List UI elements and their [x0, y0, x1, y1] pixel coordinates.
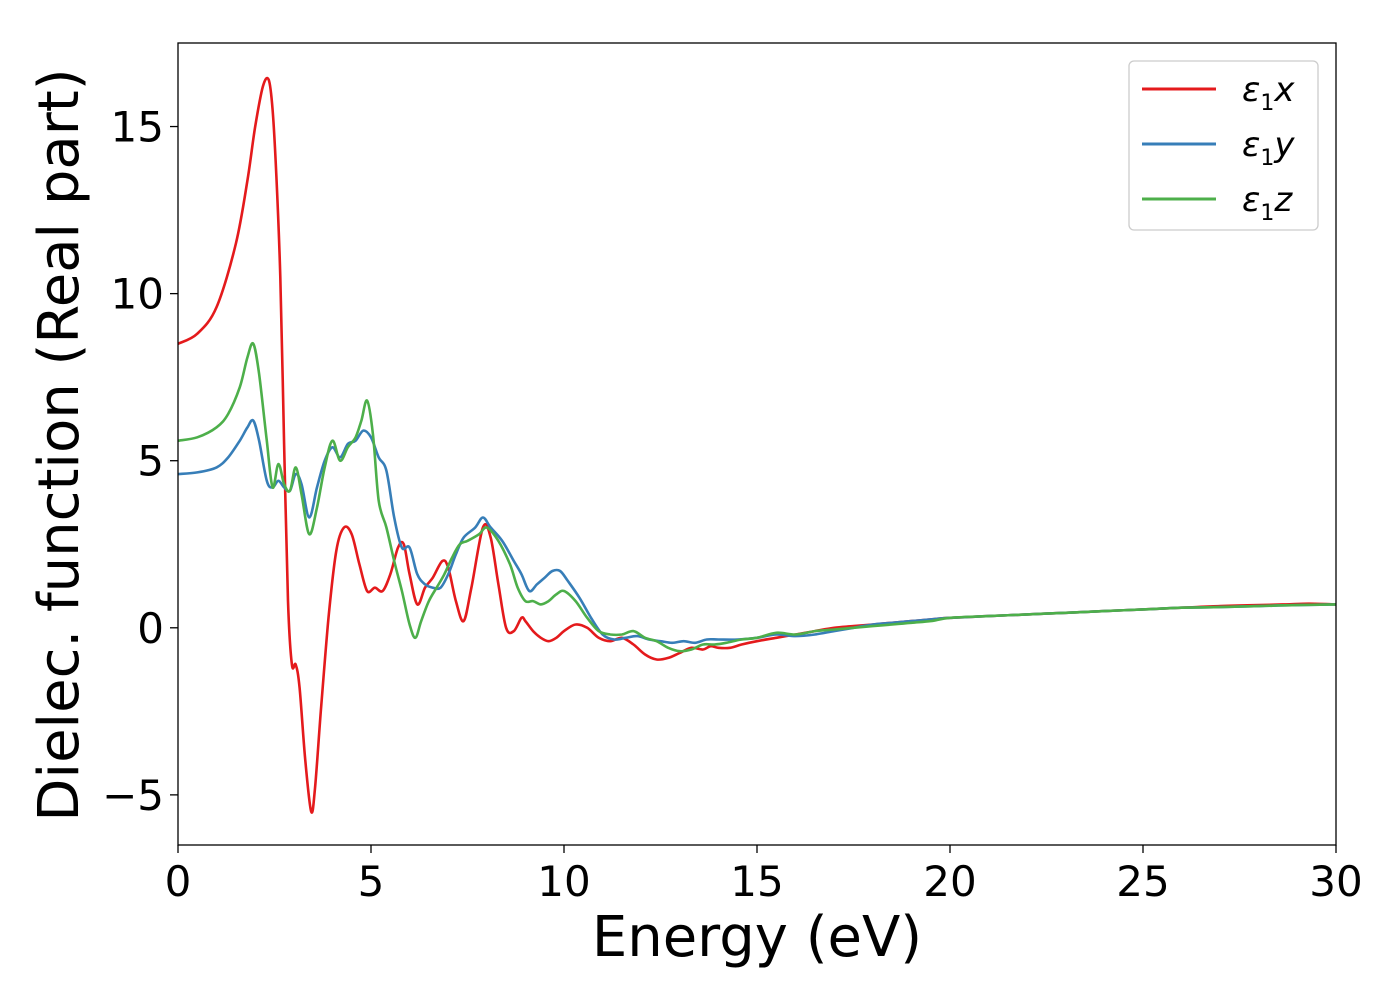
- x-tick-label: 15: [730, 857, 783, 906]
- x-tick-label: 10: [537, 857, 590, 906]
- legend-box: [1128, 60, 1319, 231]
- legend-label-x: ε1x: [1242, 70, 1295, 116]
- legend-label-y: ε1y: [1242, 125, 1295, 171]
- series-line-z: [177, 341, 1337, 653]
- y-tick-label: 10: [111, 270, 164, 319]
- x-axis: 0 5 10 15 20 25 30: [165, 845, 1363, 906]
- x-tick-label: 20: [923, 857, 976, 906]
- x-tick-label: 30: [1309, 857, 1362, 906]
- x-tick-label: 25: [1116, 857, 1169, 906]
- y-tick-label: 5: [137, 437, 164, 486]
- y-axis: −5 0 5 10 15: [102, 103, 178, 820]
- series-layer: [177, 76, 1337, 814]
- y-tick-label: −5: [102, 771, 164, 820]
- y-tick-label: 15: [111, 103, 164, 152]
- legend: ε1x ε1y ε1z: [1128, 60, 1319, 231]
- x-axis-title: Energy (eV): [592, 905, 922, 970]
- y-tick-label: 0: [137, 604, 164, 653]
- legend-label-z: ε1z: [1242, 180, 1293, 226]
- x-tick-label: 5: [358, 857, 385, 906]
- y-axis-title: Dielec. function (Real part): [27, 68, 92, 821]
- x-tick-label: 0: [165, 857, 192, 906]
